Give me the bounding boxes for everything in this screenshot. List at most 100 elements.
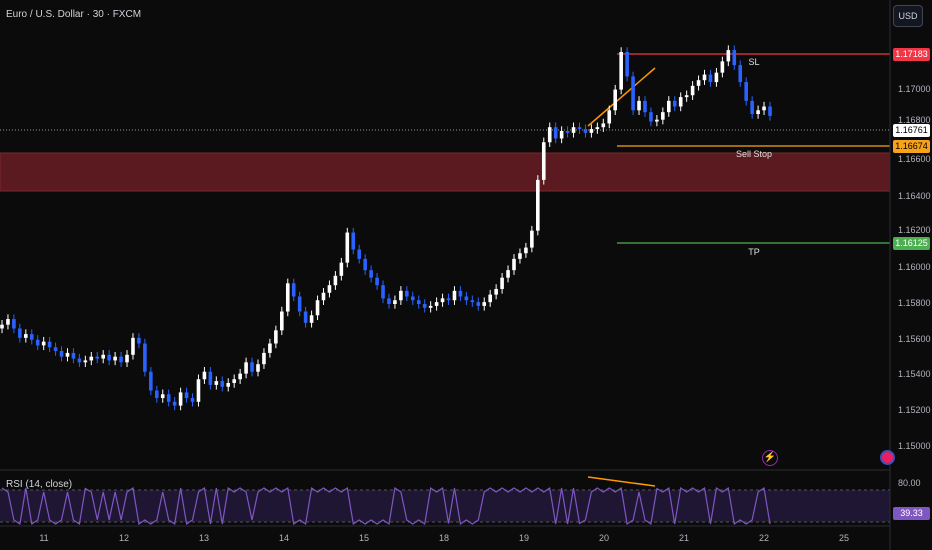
candle-body xyxy=(708,74,713,83)
candle-body xyxy=(315,300,320,316)
candle-body xyxy=(518,253,522,259)
rsi-title[interactable]: RSI (14, close) xyxy=(6,479,73,490)
time-axis-label: 20 xyxy=(598,533,610,543)
price-axis-label: 1.16800 xyxy=(898,115,931,125)
candle-body xyxy=(655,119,659,122)
candle-body xyxy=(470,300,475,303)
candle-body xyxy=(714,72,719,83)
sl-price-tag[interactable]: 1.17183 xyxy=(893,48,930,61)
time-axis-label: 22 xyxy=(758,533,770,543)
candle-body xyxy=(399,290,403,301)
candle-body xyxy=(345,232,350,263)
candle-body xyxy=(702,74,707,81)
rsi-divergence-line[interactable] xyxy=(587,476,656,487)
candle-body xyxy=(541,142,546,180)
candle-body xyxy=(768,106,772,116)
sell-stop-price-tag[interactable]: 1.16674 xyxy=(893,140,930,153)
rsi-line xyxy=(1,486,771,526)
candle-body xyxy=(166,394,171,402)
currency-button[interactable]: USD xyxy=(893,5,923,27)
candle-body xyxy=(375,277,379,286)
time-axis-label: 18 xyxy=(438,533,450,543)
candle-body xyxy=(452,290,457,301)
broker-logo-icon[interactable] xyxy=(880,450,895,465)
candle-body xyxy=(482,302,487,306)
candle-body xyxy=(137,337,141,344)
price-divergence-line[interactable] xyxy=(587,67,656,127)
candle-body xyxy=(637,100,641,111)
candle-body xyxy=(387,298,391,305)
candle-body xyxy=(678,97,683,107)
candle-body xyxy=(297,296,302,312)
candle-body xyxy=(244,362,248,374)
candle-body xyxy=(428,305,433,308)
candle-body xyxy=(363,258,367,271)
candle-body xyxy=(416,300,421,305)
price-axis-label: 1.16600 xyxy=(898,154,931,164)
candle-body xyxy=(393,300,397,305)
candle-body xyxy=(458,290,463,297)
lightning-icon[interactable]: ⚡ xyxy=(762,450,778,466)
candle-body xyxy=(571,127,576,133)
symbol-title[interactable]: Euro / U.S. Dollar · 30 · FXCM xyxy=(6,9,142,20)
candle-body xyxy=(262,352,266,365)
price-axis-label: 1.15800 xyxy=(898,298,931,308)
candle-body xyxy=(190,398,195,402)
candle-body xyxy=(18,328,22,338)
candle-body xyxy=(601,123,606,128)
candle-body xyxy=(369,270,373,278)
candle-body xyxy=(41,341,46,346)
price-axis-label: 1.15600 xyxy=(898,334,931,344)
candle-body xyxy=(536,179,540,231)
sl-label: SL xyxy=(748,57,760,67)
time-axis-label: 11 xyxy=(39,533,49,543)
candle-body xyxy=(607,110,612,124)
time-axis-label: 15 xyxy=(358,533,370,543)
candle-body xyxy=(29,334,34,340)
candle-body xyxy=(690,85,695,96)
candle-body xyxy=(494,288,498,295)
candle-body xyxy=(476,302,481,306)
candle-body xyxy=(738,65,743,83)
candle-body xyxy=(149,371,153,391)
candle-body xyxy=(238,373,242,380)
candle-body xyxy=(577,127,582,130)
candle-body xyxy=(357,249,362,259)
candle-body xyxy=(321,292,326,301)
candle-body xyxy=(327,285,332,293)
price-axis-label: 1.17000 xyxy=(898,84,931,94)
candle-body xyxy=(280,311,284,331)
time-axis-label: 13 xyxy=(198,533,210,543)
candle-body xyxy=(613,89,618,111)
candle-body xyxy=(410,296,415,301)
candle-body xyxy=(256,364,260,372)
sell-stop-label: Sell Stop xyxy=(735,149,773,159)
candle-body xyxy=(125,354,129,363)
candle-body xyxy=(589,129,594,133)
candle-body xyxy=(381,285,385,299)
candle-body xyxy=(208,371,213,385)
time-axis-label: 25 xyxy=(838,533,850,543)
candle-body xyxy=(649,112,653,122)
price-axis-label: 1.15200 xyxy=(898,405,931,415)
candle-body xyxy=(196,379,201,402)
candle-body xyxy=(500,277,504,289)
price-axis-label: 1.15000 xyxy=(898,441,931,451)
candle-body xyxy=(732,50,737,66)
time-axis-label: 21 xyxy=(678,533,690,543)
tp-price-tag[interactable]: 1.16125 xyxy=(893,237,930,250)
candle-body xyxy=(464,296,469,301)
candle-body xyxy=(232,379,236,384)
candle-body xyxy=(643,100,647,113)
price-axis-label: 1.15400 xyxy=(898,369,931,379)
candle-body xyxy=(291,283,296,297)
candle-body xyxy=(119,356,123,363)
candle-body xyxy=(83,360,88,363)
candle-body xyxy=(12,319,16,329)
tp-label: TP xyxy=(748,247,760,257)
price-axis-label: 1.16400 xyxy=(898,191,931,201)
candle-body xyxy=(512,258,516,271)
candle-body xyxy=(762,106,766,111)
